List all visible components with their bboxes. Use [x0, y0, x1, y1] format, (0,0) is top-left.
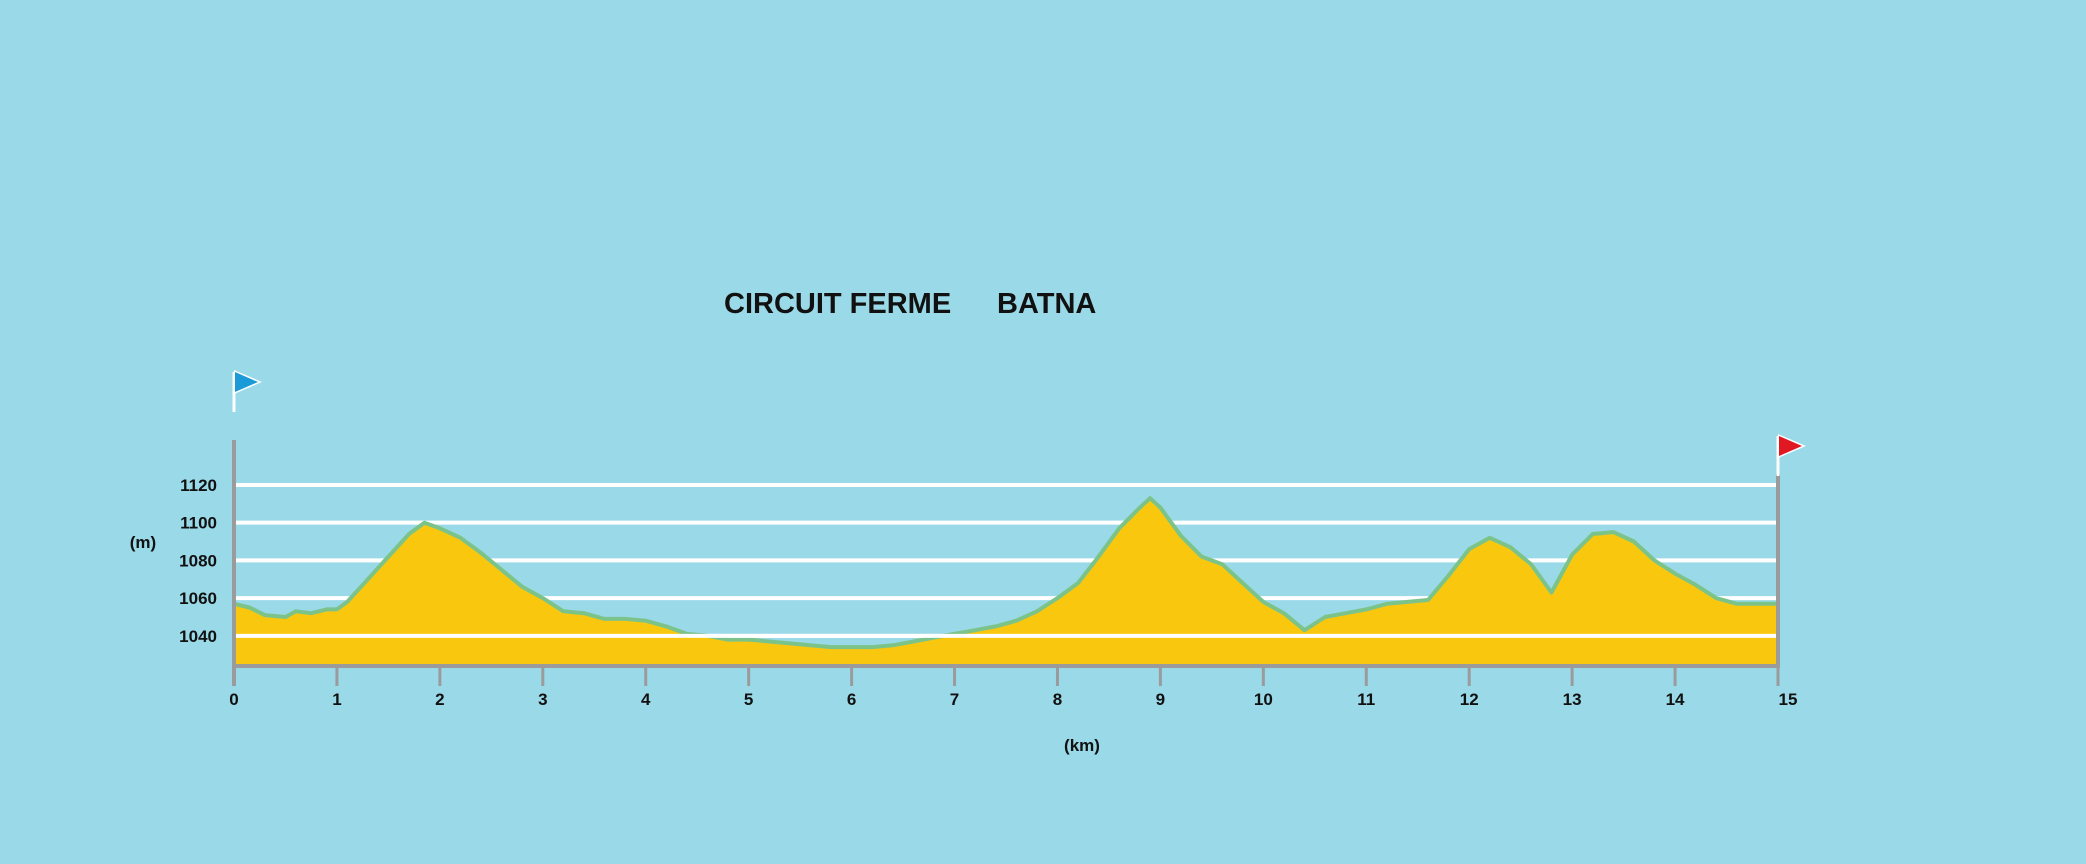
y-tick-labels: 1040 1060 1080 1100 1120 — [179, 476, 217, 646]
y-axis-unit-label: (m) — [130, 533, 156, 552]
finish-flag — [1776, 434, 1806, 476]
y-tick-label-1080: 1080 — [179, 551, 217, 570]
x-tick-label-7: 7 — [950, 690, 959, 709]
elevation-outline — [233, 496, 1778, 650]
elevation-fill — [234, 498, 1778, 666]
x-tick-label-2: 2 — [435, 690, 444, 709]
x-tick-label-11: 11 — [1357, 690, 1375, 709]
x-tick-label-8: 8 — [1053, 690, 1062, 709]
chart-title-right: BATNA — [997, 288, 1096, 320]
x-tick-label-9: 9 — [1156, 690, 1165, 709]
x-tick-label-1: 1 — [332, 690, 341, 709]
x-tick-label-12: 12 — [1460, 690, 1479, 709]
y-tick-label-1060: 1060 — [179, 589, 217, 608]
chart-title-left: CIRCUIT FERME — [724, 288, 951, 320]
x-tick-label-10: 10 — [1254, 690, 1273, 709]
y-tick-label-1120: 1120 — [180, 476, 217, 495]
x-tick-label-3: 3 — [538, 690, 547, 709]
elevation-area — [233, 496, 1778, 666]
x-tick-label-4: 4 — [641, 690, 651, 709]
x-tick-label-6: 6 — [847, 690, 856, 709]
x-tick-label-15: 15 — [1779, 690, 1798, 709]
x-axis-unit-label: (km) — [1064, 736, 1100, 755]
x-tick-label-14: 14 — [1666, 690, 1685, 709]
x-tick-label-5: 5 — [744, 690, 753, 709]
y-tick-label-1100: 1100 — [180, 514, 217, 533]
x-tick-labels: 0 1 2 3 4 5 6 7 8 9 10 11 12 13 14 15 — [229, 666, 1797, 709]
route-flags — [232, 370, 1806, 476]
x-tick-label-13: 13 — [1563, 690, 1582, 709]
y-tick-label-1040: 1040 — [179, 627, 217, 646]
x-tick-label-0: 0 — [229, 690, 238, 709]
start-flag — [232, 370, 262, 412]
